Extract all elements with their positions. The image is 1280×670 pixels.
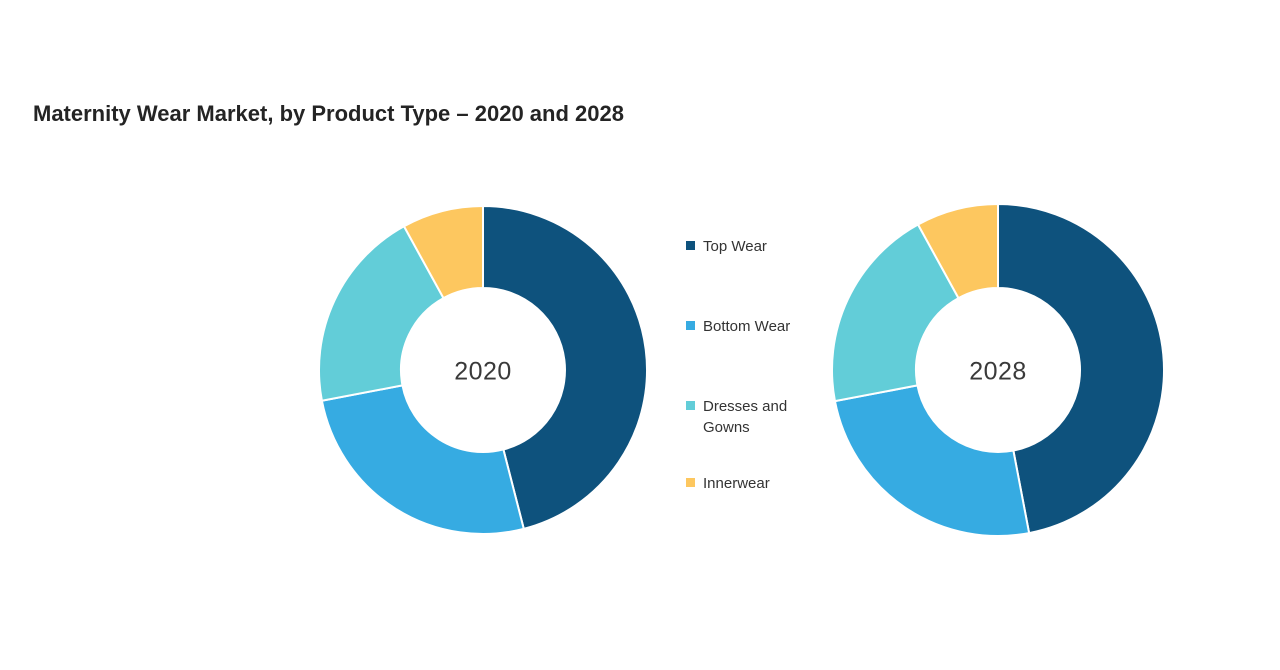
legend-swatch-bottom-wear — [686, 321, 695, 330]
chart-title: Maternity Wear Market, by Product Type –… — [33, 101, 624, 126]
legend-swatch-top-wear — [686, 241, 695, 250]
legend-label-innerwear: Innerwear — [703, 475, 770, 492]
donut-2020-segment-innerwear — [402, 204, 484, 300]
legend-swatch-innerwear — [686, 478, 695, 487]
legend-label-bottom-wear: Bottom Wear — [703, 318, 791, 335]
donut-2020-segment-dresses-and-gowns — [317, 224, 445, 402]
legend-swatch-dresses-and-gowns — [686, 401, 695, 410]
donut-2020-segment-bottom-wear — [320, 384, 526, 536]
donut-2028-segment-innerwear — [916, 202, 999, 300]
donut-2028-segment-top-wear — [997, 202, 1165, 535]
legend-label-dresses-and-gowns: Dresses and Gowns — [703, 398, 788, 436]
donut-2020-center-label: 2020 — [454, 357, 512, 386]
legend-item-innerwear: Innerwear — [686, 473, 816, 494]
legend-item-top-wear: Top Wear — [686, 236, 816, 257]
donut-2028-segment-dresses-and-gowns — [830, 223, 960, 403]
legend-label-top-wear: Top Wear — [703, 238, 767, 255]
legend-item-dresses-and-gowns: Dresses and Gowns — [686, 396, 816, 438]
legend-item-bottom-wear: Bottom Wear — [686, 316, 816, 337]
donut-2028-segment-bottom-wear — [833, 384, 1031, 538]
donut-2020-segment-top-wear — [482, 204, 648, 531]
donut-2028-center-label: 2028 — [969, 357, 1027, 386]
